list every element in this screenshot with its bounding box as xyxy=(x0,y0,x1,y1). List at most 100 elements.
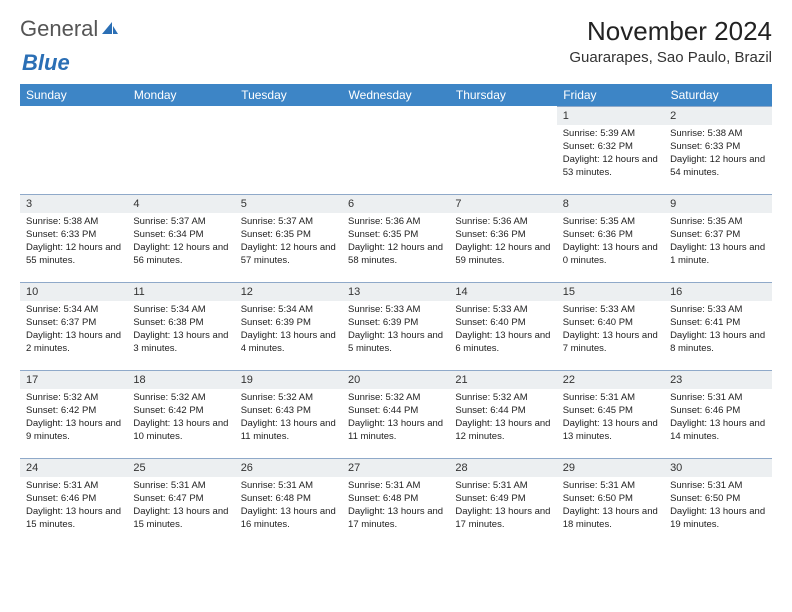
sunset-text: Sunset: 6:35 PM xyxy=(241,229,336,242)
calendar-cell: 15Sunrise: 5:33 AMSunset: 6:40 PMDayligh… xyxy=(557,282,664,370)
day-content: Sunrise: 5:34 AMSunset: 6:38 PMDaylight:… xyxy=(127,301,234,361)
calendar-cell: 1Sunrise: 5:39 AMSunset: 6:32 PMDaylight… xyxy=(557,106,664,194)
day-content: Sunrise: 5:31 AMSunset: 6:50 PMDaylight:… xyxy=(664,477,771,537)
day-content: Sunrise: 5:34 AMSunset: 6:37 PMDaylight:… xyxy=(20,301,127,361)
daylight-text: Daylight: 13 hours and 2 minutes. xyxy=(26,330,121,356)
calendar-cell: 29Sunrise: 5:31 AMSunset: 6:50 PMDayligh… xyxy=(557,458,664,546)
calendar-cell: 24Sunrise: 5:31 AMSunset: 6:46 PMDayligh… xyxy=(20,458,127,546)
daylight-text: Daylight: 13 hours and 10 minutes. xyxy=(133,418,228,444)
logo-sail-icon xyxy=(100,20,120,36)
sunset-text: Sunset: 6:41 PM xyxy=(670,317,765,330)
day-content: Sunrise: 5:35 AMSunset: 6:36 PMDaylight:… xyxy=(557,213,664,273)
sunset-text: Sunset: 6:33 PM xyxy=(26,229,121,242)
daylight-text: Daylight: 12 hours and 58 minutes. xyxy=(348,242,443,268)
calendar-cell: . xyxy=(235,106,342,194)
daylight-text: Daylight: 13 hours and 19 minutes. xyxy=(670,506,765,532)
daylight-text: Daylight: 12 hours and 55 minutes. xyxy=(26,242,121,268)
day-number: 11 xyxy=(127,282,234,301)
sunrise-text: Sunrise: 5:33 AM xyxy=(670,304,765,317)
day-number: 13 xyxy=(342,282,449,301)
sunrise-text: Sunrise: 5:38 AM xyxy=(26,216,121,229)
calendar-cell: . xyxy=(127,106,234,194)
sunrise-text: Sunrise: 5:32 AM xyxy=(348,392,443,405)
daylight-text: Daylight: 12 hours and 59 minutes. xyxy=(455,242,550,268)
sunset-text: Sunset: 6:36 PM xyxy=(455,229,550,242)
day-content: Sunrise: 5:33 AMSunset: 6:40 PMDaylight:… xyxy=(557,301,664,361)
day-content: Sunrise: 5:39 AMSunset: 6:32 PMDaylight:… xyxy=(557,125,664,185)
sunset-text: Sunset: 6:38 PM xyxy=(133,317,228,330)
day-number: 28 xyxy=(449,458,556,477)
day-number: 26 xyxy=(235,458,342,477)
calendar-week: 17Sunrise: 5:32 AMSunset: 6:42 PMDayligh… xyxy=(20,370,772,458)
sunset-text: Sunset: 6:35 PM xyxy=(348,229,443,242)
sunrise-text: Sunrise: 5:31 AM xyxy=(455,480,550,493)
calendar-week: 3Sunrise: 5:38 AMSunset: 6:33 PMDaylight… xyxy=(20,194,772,282)
day-content: Sunrise: 5:32 AMSunset: 6:42 PMDaylight:… xyxy=(127,389,234,449)
calendar-cell: 6Sunrise: 5:36 AMSunset: 6:35 PMDaylight… xyxy=(342,194,449,282)
daylight-text: Daylight: 13 hours and 11 minutes. xyxy=(348,418,443,444)
day-content: Sunrise: 5:31 AMSunset: 6:46 PMDaylight:… xyxy=(20,477,127,537)
day-content: Sunrise: 5:32 AMSunset: 6:43 PMDaylight:… xyxy=(235,389,342,449)
sunset-text: Sunset: 6:43 PM xyxy=(241,405,336,418)
day-number: 27 xyxy=(342,458,449,477)
sunrise-text: Sunrise: 5:37 AM xyxy=(133,216,228,229)
sunset-text: Sunset: 6:42 PM xyxy=(26,405,121,418)
day-content: Sunrise: 5:38 AMSunset: 6:33 PMDaylight:… xyxy=(20,213,127,273)
sunset-text: Sunset: 6:46 PM xyxy=(670,405,765,418)
sunrise-text: Sunrise: 5:31 AM xyxy=(563,392,658,405)
day-number: 7 xyxy=(449,194,556,213)
calendar-cell: 9Sunrise: 5:35 AMSunset: 6:37 PMDaylight… xyxy=(664,194,771,282)
daylight-text: Daylight: 13 hours and 14 minutes. xyxy=(670,418,765,444)
calendar-cell: 12Sunrise: 5:34 AMSunset: 6:39 PMDayligh… xyxy=(235,282,342,370)
daylight-text: Daylight: 13 hours and 7 minutes. xyxy=(563,330,658,356)
sunset-text: Sunset: 6:37 PM xyxy=(670,229,765,242)
sunset-text: Sunset: 6:48 PM xyxy=(241,493,336,506)
day-number: 22 xyxy=(557,370,664,389)
day-number: 29 xyxy=(557,458,664,477)
daylight-text: Daylight: 13 hours and 12 minutes. xyxy=(455,418,550,444)
day-number: 2 xyxy=(664,106,771,125)
sunrise-text: Sunrise: 5:34 AM xyxy=(133,304,228,317)
daylight-text: Daylight: 13 hours and 9 minutes. xyxy=(26,418,121,444)
day-number: 19 xyxy=(235,370,342,389)
sunrise-text: Sunrise: 5:31 AM xyxy=(670,392,765,405)
day-content: Sunrise: 5:33 AMSunset: 6:39 PMDaylight:… xyxy=(342,301,449,361)
calendar-cell: 2Sunrise: 5:38 AMSunset: 6:33 PMDaylight… xyxy=(664,106,771,194)
daylight-text: Daylight: 13 hours and 13 minutes. xyxy=(563,418,658,444)
daylight-text: Daylight: 12 hours and 56 minutes. xyxy=(133,242,228,268)
calendar-cell: 8Sunrise: 5:35 AMSunset: 6:36 PMDaylight… xyxy=(557,194,664,282)
sunset-text: Sunset: 6:32 PM xyxy=(563,141,658,154)
day-number: 14 xyxy=(449,282,556,301)
calendar-cell: 19Sunrise: 5:32 AMSunset: 6:43 PMDayligh… xyxy=(235,370,342,458)
day-number: 15 xyxy=(557,282,664,301)
sunset-text: Sunset: 6:40 PM xyxy=(563,317,658,330)
calendar-cell: 20Sunrise: 5:32 AMSunset: 6:44 PMDayligh… xyxy=(342,370,449,458)
sunrise-text: Sunrise: 5:31 AM xyxy=(563,480,658,493)
day-content: Sunrise: 5:36 AMSunset: 6:36 PMDaylight:… xyxy=(449,213,556,273)
calendar-cell: 27Sunrise: 5:31 AMSunset: 6:48 PMDayligh… xyxy=(342,458,449,546)
calendar-cell: 22Sunrise: 5:31 AMSunset: 6:45 PMDayligh… xyxy=(557,370,664,458)
day-content: Sunrise: 5:37 AMSunset: 6:35 PMDaylight:… xyxy=(235,213,342,273)
daylight-text: Daylight: 13 hours and 1 minute. xyxy=(670,242,765,268)
calendar-cell: . xyxy=(342,106,449,194)
sunrise-text: Sunrise: 5:35 AM xyxy=(563,216,658,229)
calendar-cell: 5Sunrise: 5:37 AMSunset: 6:35 PMDaylight… xyxy=(235,194,342,282)
daylight-text: Daylight: 13 hours and 5 minutes. xyxy=(348,330,443,356)
sunrise-text: Sunrise: 5:34 AM xyxy=(26,304,121,317)
sunrise-text: Sunrise: 5:31 AM xyxy=(133,480,228,493)
day-number: 6 xyxy=(342,194,449,213)
sunset-text: Sunset: 6:50 PM xyxy=(563,493,658,506)
day-number: 17 xyxy=(20,370,127,389)
day-header: Saturday xyxy=(664,84,771,106)
calendar-week: 24Sunrise: 5:31 AMSunset: 6:46 PMDayligh… xyxy=(20,458,772,546)
day-number: 3 xyxy=(20,194,127,213)
sunset-text: Sunset: 6:39 PM xyxy=(348,317,443,330)
calendar-cell: 21Sunrise: 5:32 AMSunset: 6:44 PMDayligh… xyxy=(449,370,556,458)
day-content: Sunrise: 5:37 AMSunset: 6:34 PMDaylight:… xyxy=(127,213,234,273)
calendar-cell: 23Sunrise: 5:31 AMSunset: 6:46 PMDayligh… xyxy=(664,370,771,458)
day-header: Wednesday xyxy=(342,84,449,106)
daylight-text: Daylight: 13 hours and 17 minutes. xyxy=(455,506,550,532)
day-number: 4 xyxy=(127,194,234,213)
day-header-row: SundayMondayTuesdayWednesdayThursdayFrid… xyxy=(20,84,772,106)
calendar-cell: 4Sunrise: 5:37 AMSunset: 6:34 PMDaylight… xyxy=(127,194,234,282)
